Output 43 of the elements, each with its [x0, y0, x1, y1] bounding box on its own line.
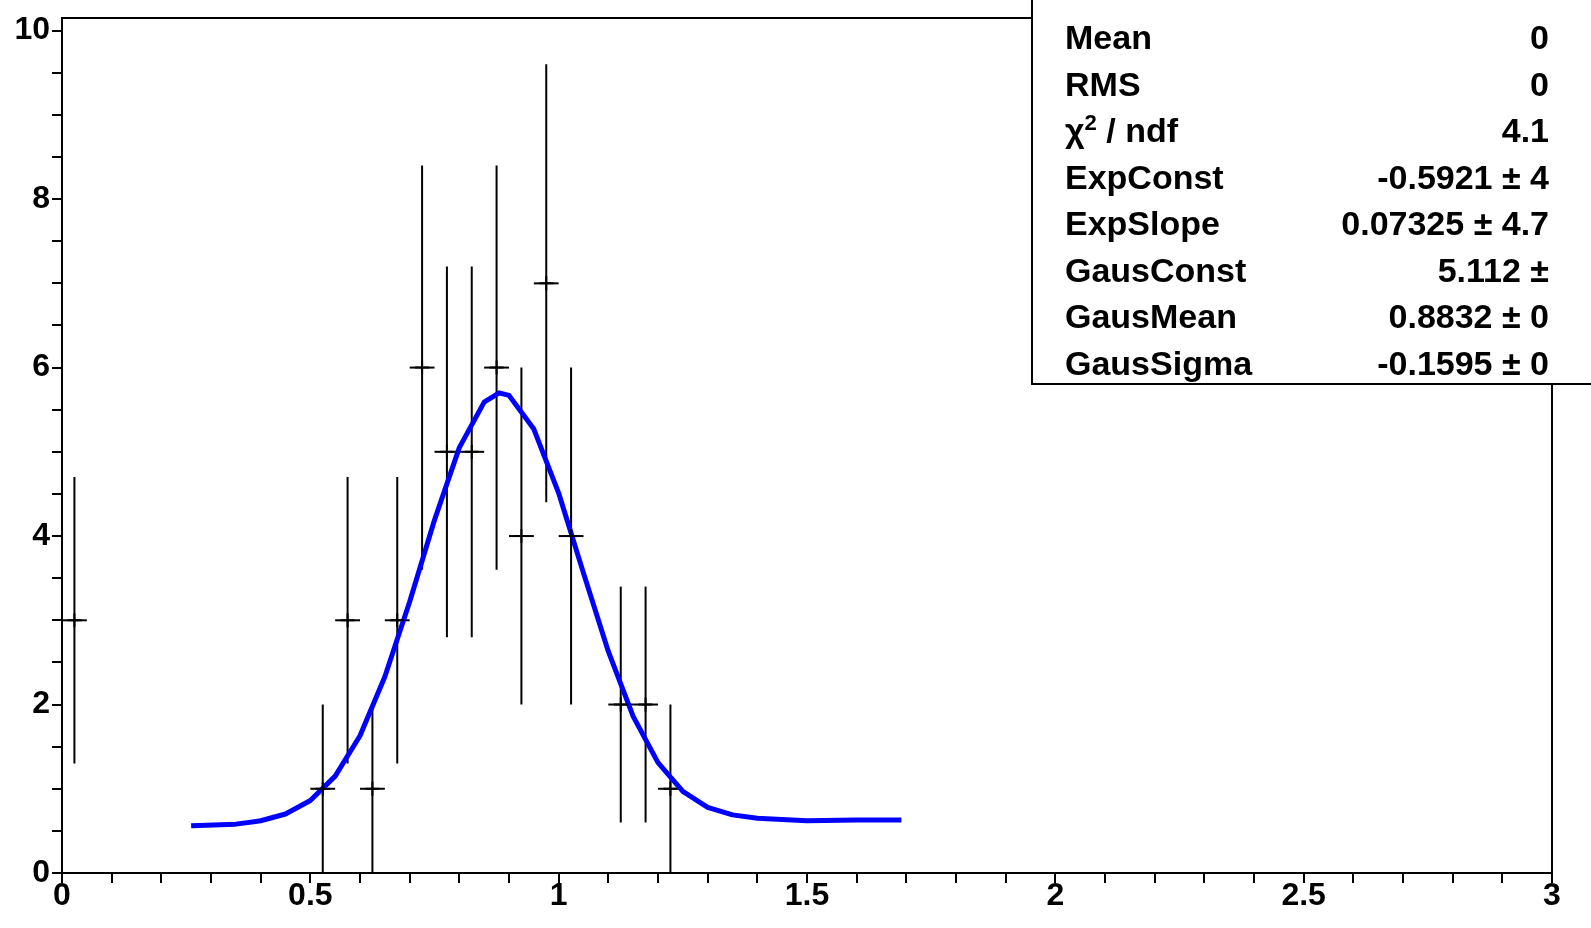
point [538, 275, 555, 292]
annotation: 0.8832 ± 0 [1388, 296, 1549, 337]
point [513, 528, 530, 545]
y-tick-label: 10 [14, 10, 50, 47]
y-tick-label: 4 [32, 515, 51, 552]
point [339, 612, 356, 629]
point [364, 780, 381, 797]
annotation: 0.07325 ± 4.7 [1341, 203, 1549, 244]
x-tick-label: 1 [549, 876, 568, 913]
annotation: -0.5921 ± 4 [1377, 156, 1549, 198]
point [563, 528, 580, 545]
point [662, 780, 679, 797]
point [488, 359, 505, 376]
point [414, 359, 431, 376]
point [463, 443, 480, 460]
y-tick-label: 0 [32, 852, 50, 889]
annotation: 4.1 [1501, 110, 1549, 151]
annotation: 0 [1530, 17, 1549, 58]
annotation: Mean [1065, 17, 1152, 58]
y-tick-label: 8 [32, 178, 50, 215]
annotation: GausConst [1065, 249, 1247, 291]
point [389, 612, 406, 629]
annotation: χ$^{2}$ / ndf [1065, 108, 1179, 151]
x-tick-label: 2 [1046, 876, 1065, 913]
annotation: -0.1595 ± 0 [1377, 342, 1549, 384]
point [612, 696, 629, 713]
annotation: ExpSlope [1065, 203, 1220, 244]
annotation: GausSigma [1065, 342, 1253, 384]
x-tick-label: 1.5 [784, 876, 830, 913]
point [637, 696, 654, 713]
annotation: RMS [1065, 63, 1141, 105]
annotation: ExpConst [1065, 156, 1224, 198]
annotation: GausMean [1065, 296, 1237, 337]
y-tick-label: 2 [32, 684, 50, 721]
x-tick-label: 2.5 [1281, 876, 1326, 913]
point [314, 780, 331, 797]
point [66, 612, 83, 629]
x-tick-label: 3 [1543, 876, 1561, 913]
x-tick-label: 0.5 [288, 876, 333, 913]
annotation: 5.112 ± [1437, 249, 1549, 291]
y-tick-label: 6 [32, 347, 50, 384]
point [438, 443, 455, 460]
annotation: 0 [1530, 63, 1549, 105]
